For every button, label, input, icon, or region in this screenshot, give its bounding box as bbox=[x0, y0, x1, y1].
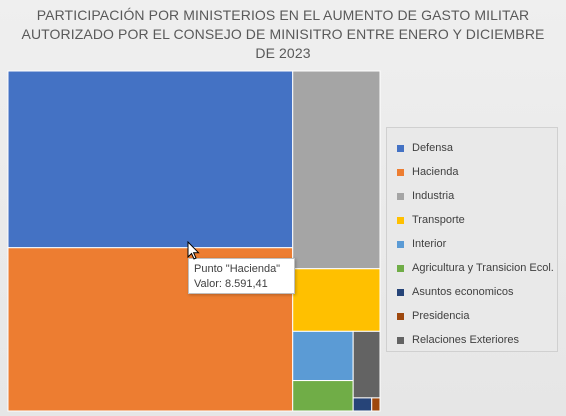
legend-label: Hacienda bbox=[412, 166, 459, 178]
legend-item[interactable]: Interior bbox=[397, 232, 557, 256]
legend-item[interactable]: Transporte bbox=[397, 208, 557, 232]
tooltip-value-label: Valor: 8.591,41 bbox=[194, 278, 268, 290]
legend-label: Presidencia bbox=[412, 310, 470, 322]
legend-label: Defensa bbox=[412, 142, 453, 154]
legend-swatch bbox=[397, 168, 404, 176]
legend-item[interactable]: Agricultura y Transicion Ecol. bbox=[397, 256, 557, 280]
treemap-tile-industria[interactable] bbox=[292, 70, 381, 270]
legend-item[interactable]: Defensa bbox=[397, 136, 557, 160]
legend-swatch bbox=[397, 336, 404, 344]
legend-swatch bbox=[397, 216, 404, 224]
treemap-tile-relaciones-exteriores[interactable] bbox=[352, 330, 381, 399]
legend-label: Asuntos economicos bbox=[412, 286, 514, 298]
legend-label: Transporte bbox=[412, 214, 465, 226]
legend-swatch bbox=[397, 264, 404, 272]
legend-swatch bbox=[397, 144, 404, 152]
legend-label: Interior bbox=[412, 238, 447, 250]
legend-swatch bbox=[397, 288, 404, 296]
data-tooltip: Punto "Hacienda" Valor: 8.591,41 bbox=[188, 258, 295, 294]
legend-label: Industria bbox=[412, 190, 455, 202]
legend-swatch bbox=[397, 240, 404, 248]
treemap-tile-agricultura-y-transicion-ecol-[interactable] bbox=[292, 380, 354, 412]
legend-item[interactable]: Industria bbox=[397, 184, 557, 208]
tooltip-point-label: Punto "Hacienda" bbox=[194, 263, 281, 275]
legend-item[interactable]: Hacienda bbox=[397, 160, 557, 184]
chart-title: PARTICIPACIÓN POR MINISTERIOS EN EL AUME… bbox=[21, 7, 545, 61]
mouse-pointer-icon bbox=[187, 241, 200, 260]
legend-item[interactable]: Relaciones Exteriores bbox=[397, 328, 557, 352]
legend-swatch bbox=[397, 312, 404, 320]
legend-label: Relaciones Exteriores bbox=[412, 334, 519, 346]
treemap-tile-interior[interactable] bbox=[292, 330, 354, 382]
treemap-tile-asuntos-economicos[interactable] bbox=[352, 397, 373, 412]
legend-item[interactable]: Asuntos economicos bbox=[397, 280, 557, 304]
treemap-tile-presidencia[interactable] bbox=[371, 397, 381, 412]
chart-legend: Defensa Hacienda Industria Transporte Interi… bbox=[386, 127, 558, 352]
treemap-tile-transporte[interactable] bbox=[292, 268, 381, 332]
legend-swatch bbox=[397, 192, 404, 200]
legend-label: Agricultura y Transicion Ecol. bbox=[412, 262, 554, 274]
legend-item[interactable]: Presidencia bbox=[397, 304, 557, 328]
treemap-tile-defensa[interactable] bbox=[7, 70, 294, 249]
